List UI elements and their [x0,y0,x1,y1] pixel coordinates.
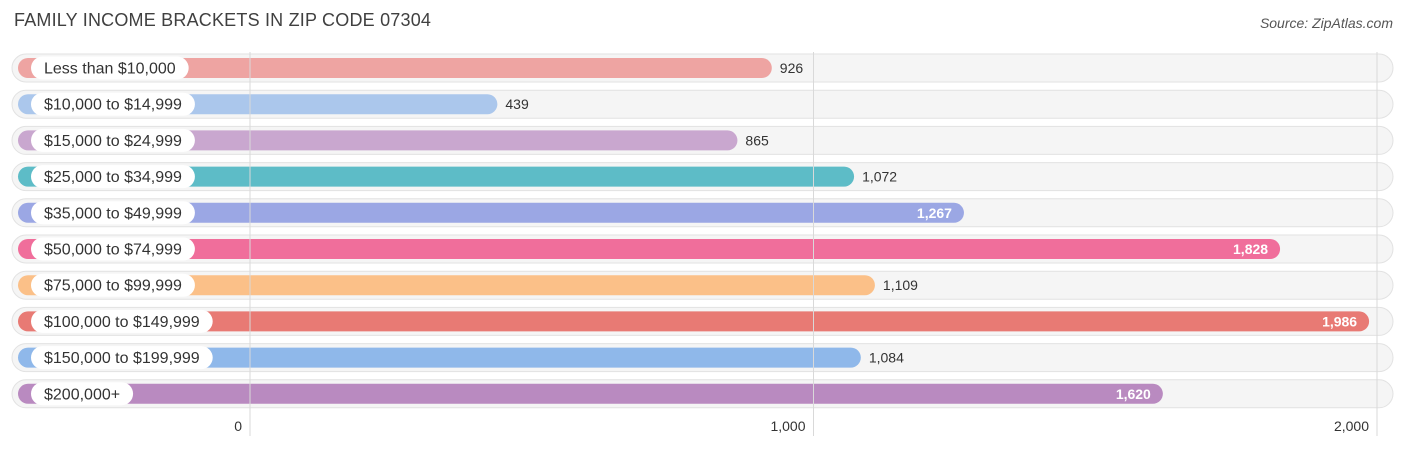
x-tick-label: 2,000 [1334,418,1369,434]
value-label: 1,109 [883,277,918,293]
bar [18,130,738,151]
category-pill [31,56,189,80]
bar-row: Less than $10,000 926 [11,53,1394,83]
gridlines [249,52,1378,436]
category-label: $50,000 to $74,999 [44,242,182,259]
category-pill [31,237,195,261]
source-credit: Source: ZipAtlas.com [1259,15,1393,31]
category-label: $200,000+ [44,386,120,403]
bar-row: $25,000 to $34,999 1,072 [11,162,1394,192]
category-pill [31,346,213,370]
value-label: 1,986 [1322,313,1357,329]
value-label: 1,620 [1116,386,1151,402]
bar-row: $200,000+ 1,620 [11,379,1394,409]
value-label: 1,084 [869,350,904,366]
value-label: 1,828 [1233,241,1268,257]
chart-title: FAMILY INCOME BRACKETS IN ZIP CODE 07304 [14,10,432,30]
category-pill [31,309,213,333]
category-pill [31,201,195,225]
bar [18,202,964,223]
bar [18,383,1163,404]
category-label: $25,000 to $34,999 [44,169,182,186]
bar [18,275,875,296]
category-pill [31,382,134,406]
category-label: $10,000 to $14,999 [44,97,182,114]
category-label: $75,000 to $99,999 [44,278,182,295]
value-label: 439 [505,96,529,112]
category-label: $150,000 to $199,999 [44,350,200,367]
value-label: 1,072 [862,169,897,185]
category-label: Less than $10,000 [44,61,176,78]
bar-row: $75,000 to $99,999 1,109 [11,270,1394,300]
category-label: $100,000 to $149,999 [44,314,200,331]
bar [18,166,855,187]
bar-row: $15,000 to $24,999 865 [11,125,1394,155]
bar [18,311,1370,332]
bar-row: $10,000 to $14,999 439 [11,89,1394,119]
value-label: 865 [745,132,769,148]
bar-row: $150,000 to $199,999 1,084 [11,343,1394,373]
bar [18,347,861,368]
bar-row: $35,000 to $49,999 1,267 [11,198,1394,228]
category-label: $35,000 to $49,999 [44,205,182,222]
bar [18,58,772,78]
value-label: 1,267 [917,205,952,221]
value-label: 926 [780,60,804,76]
bars: Less than $10,000 926 $10,000 to $14,999 43… [11,53,1394,409]
x-axis: 0 1,000 2,000 [234,418,1369,434]
category-pill [31,92,195,116]
bar [18,239,1281,259]
bar-row: $50,000 to $74,999 1,828 [11,234,1394,264]
category-pill [31,165,195,189]
category-pill [31,273,195,297]
category-pill [31,128,195,152]
category-label: $15,000 to $24,999 [44,133,182,150]
bar-row: $100,000 to $149,999 1,986 [11,306,1394,336]
x-tick-label: 0 [234,418,242,434]
x-tick-label: 1,000 [770,418,805,434]
